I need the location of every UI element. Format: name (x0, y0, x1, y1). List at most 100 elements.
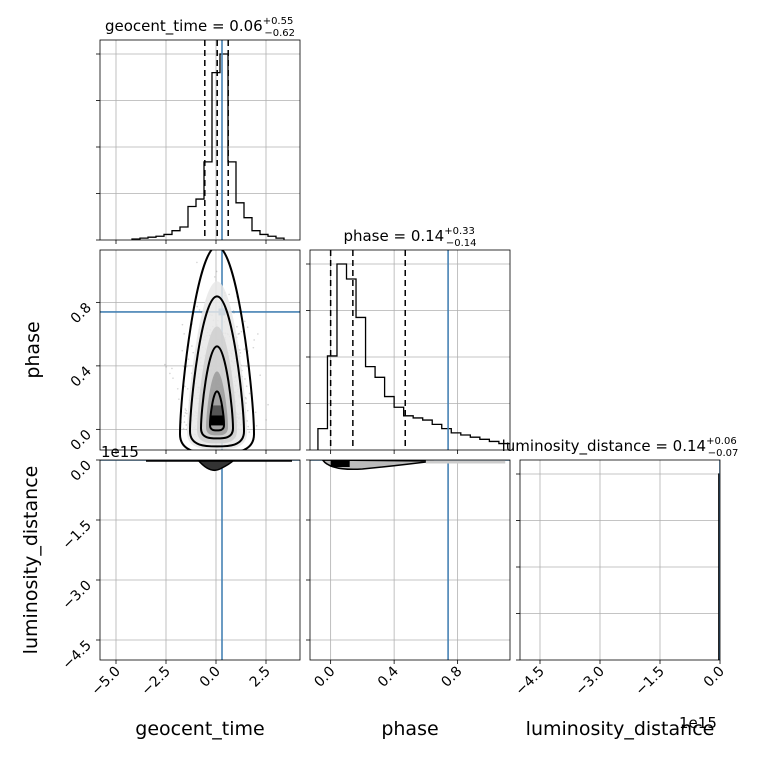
scatter-point (243, 320, 246, 323)
title-luminosity-distance: luminosity_distance = 0.14+0.06 −0.07 (502, 436, 739, 459)
panel-geocent-time-hist (96, 39, 301, 244)
scatter-point (191, 345, 193, 347)
y-tick-label-phase: 0.0 (68, 427, 95, 454)
scatter-point (178, 398, 180, 400)
scatter-point (184, 412, 187, 414)
scatter-point (185, 409, 188, 412)
title-luminosity-distance-main: luminosity_distance = 0.14 (502, 437, 706, 456)
scatter-point (169, 372, 171, 375)
scatter-point (183, 333, 185, 335)
scatter-point (165, 366, 167, 368)
y-tick-label-luminosity-distance: −1.5 (59, 518, 94, 553)
histogram-phase (317, 263, 510, 450)
density-contour (208, 390, 226, 432)
y-tick-label-phase: 0.4 (68, 363, 95, 390)
title-luminosity-distance-upper: +0.06 (706, 436, 737, 447)
scatter-point (181, 349, 184, 352)
x-tick-label-geocent-time: 0.0 (197, 664, 224, 691)
frame-geocent-time-hist (99, 39, 301, 241)
scatter-point (228, 293, 230, 296)
scatter-point (237, 333, 240, 335)
x-tick-label-luminosity-distance: −3.0 (572, 664, 607, 699)
y-tick-label-luminosity-distance: −3.0 (59, 578, 94, 613)
scatter-point (253, 339, 255, 341)
panel-luminosity-distance-vs-phase: 0.0 0.4 0.8 (306, 459, 511, 691)
grid-geocent-time-hist (100, 40, 300, 240)
scatter-point (185, 424, 188, 426)
frame-luminosity-distance-vs-phase (309, 459, 511, 661)
panel-luminosity-distance-hist: −4.5 −3.0 −1.5 0.0 (512, 459, 728, 699)
title-geocent-time: geocent_time = 0.06+0.55 −0.62 (105, 16, 295, 39)
y-tick-label-luminosity-distance: 0.0 (68, 458, 95, 485)
scatter-point (236, 325, 238, 328)
title-geocent-time-upper: +0.55 (263, 16, 294, 27)
scatter-point (248, 392, 251, 395)
frame-phase-vs-geocent-time (99, 249, 301, 451)
x-tick-label-phase: 0.8 (438, 664, 465, 691)
scatter-point (171, 367, 173, 370)
density-contour (188, 295, 246, 448)
scatter-point (184, 385, 186, 388)
grid-luminosity-distance-vs-geocent-time (100, 460, 300, 660)
scatter-point (196, 305, 198, 308)
scatter-point (259, 374, 261, 376)
x-tick-label-phase: 0.4 (375, 663, 402, 690)
title-luminosity-distance-lower: −0.07 (708, 448, 739, 459)
title-geocent-time-main: geocent_time = 0.06 (105, 17, 263, 36)
x-tick-label-luminosity-distance: −4.5 (512, 664, 547, 699)
scatter-point (257, 333, 259, 335)
scatter-point (198, 309, 201, 311)
density-peak (211, 415, 223, 426)
scatter-point (185, 365, 188, 368)
scatter-point (232, 310, 235, 312)
scatter-point (245, 385, 248, 388)
scatter-point (183, 421, 186, 423)
scatter-point (200, 311, 203, 314)
x-tick-label-phase: 0.0 (311, 664, 338, 691)
scatter-point (184, 408, 187, 410)
panel-luminosity-distance-vs-geocent-time: −5.0 −2.5 0.0 2.5 −4.5 −3.0 −1.5 0.0 (59, 458, 301, 699)
title-phase-main: phase = 0.14 (343, 227, 444, 245)
scatter-point (240, 330, 243, 333)
scatter-point (243, 348, 246, 350)
scatter-point (245, 397, 247, 400)
frame-luminosity-distance-hist (519, 459, 721, 661)
scatter-point (254, 411, 257, 414)
density-contour (178, 250, 256, 450)
scatter-point (181, 323, 184, 326)
scatter-point (252, 346, 255, 349)
scatter-point (239, 352, 242, 354)
density-peak (330, 460, 350, 467)
density-contour (199, 345, 235, 440)
scatter-point (244, 378, 246, 380)
scatter-point (186, 388, 189, 390)
scatter-point (233, 311, 235, 314)
scatter-point (267, 403, 269, 406)
scatter-point (246, 365, 248, 368)
scatter-point (246, 409, 249, 412)
ylabel-luminosity-distance: luminosity_distance (20, 466, 42, 655)
title-geocent-time-lower: −0.62 (264, 28, 295, 39)
scatter-point (238, 349, 241, 351)
histogram-luminosity-distance (718, 473, 720, 660)
y-tick-label-phase: 0.8 (68, 300, 95, 327)
panel-phase-vs-geocent-time: 0.0 0.4 0.8 (68, 249, 301, 454)
title-phase: phase = 0.14+0.33 −0.14 (343, 226, 476, 249)
x-tick-label-luminosity-distance: −1.5 (632, 664, 667, 699)
grid-luminosity-distance-vs-phase (310, 460, 510, 660)
scatter-point (187, 358, 190, 360)
density-peak (211, 405, 223, 416)
x-tick-label-luminosity-distance: 0.0 (701, 664, 728, 691)
xlabel-phase: phase (381, 718, 438, 740)
scatter-point (255, 424, 258, 427)
scatter-point (182, 427, 185, 430)
frame-luminosity-distance-vs-geocent-time (99, 459, 301, 661)
histogram-geocent-time (131, 53, 285, 240)
scatter-point (185, 428, 188, 431)
x-tick-label-geocent-time: 2.5 (247, 664, 274, 691)
x-tick-label-geocent-time: −2.5 (138, 664, 173, 699)
scatter-point (246, 326, 249, 329)
offset-text-x-luminosity-distance: 1e15 (679, 714, 717, 732)
scatter-point (265, 419, 267, 421)
scatter-point (182, 365, 185, 368)
